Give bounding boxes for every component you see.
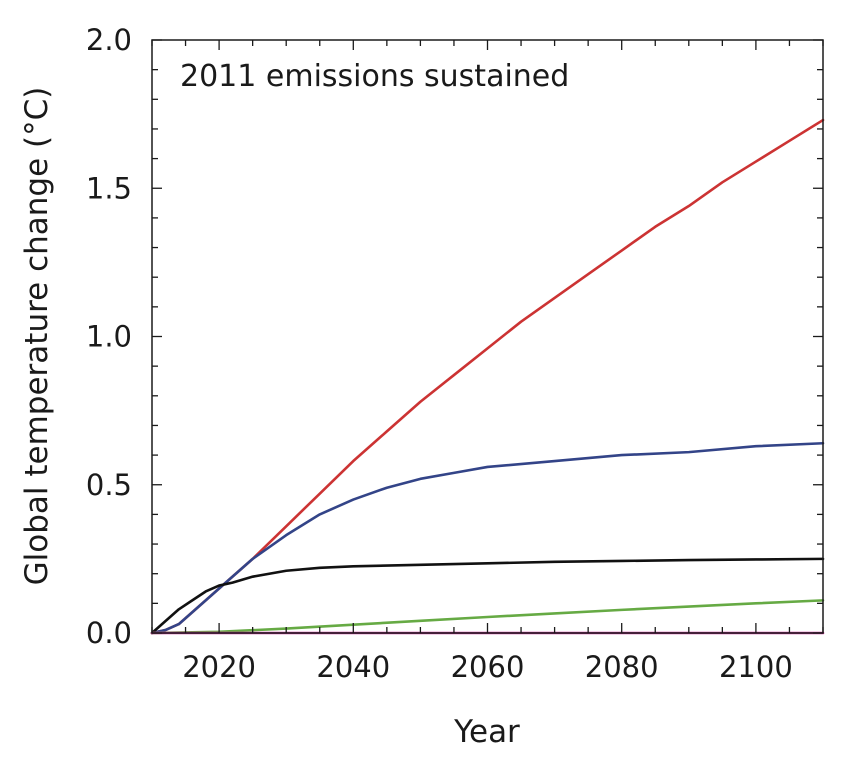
x-tick-label: 2040 xyxy=(316,650,390,684)
y-tick-label: 0.5 xyxy=(86,468,132,502)
x-tick-label: 2080 xyxy=(585,650,659,684)
y-tick-label: 1.5 xyxy=(86,171,132,205)
tick-labels: 2020 2040 2060 2080 2100 0.0 0.5 1.0 1.5 2.0 xyxy=(86,23,793,684)
annotation: 2011 emissions sustained xyxy=(180,59,569,94)
x-axis-title: Year xyxy=(453,714,520,750)
plot-frame xyxy=(151,39,824,634)
series-line-black xyxy=(150,557,825,635)
axis-ticks xyxy=(151,39,824,634)
series-lines xyxy=(150,118,825,635)
series-line-red xyxy=(150,118,825,635)
series-line-green xyxy=(150,599,825,635)
x-tick-label: 2100 xyxy=(719,650,793,684)
y-tick-label: 0.0 xyxy=(86,616,132,650)
y-tick-label: 1.0 xyxy=(86,320,132,354)
series-line-blue xyxy=(150,441,825,635)
y-tick-label: 2.0 xyxy=(86,23,132,57)
x-tick-label: 2020 xyxy=(182,650,256,684)
y-axis-title: Global temperature change (°C) xyxy=(19,87,55,586)
x-tick-label: 2060 xyxy=(451,650,525,684)
